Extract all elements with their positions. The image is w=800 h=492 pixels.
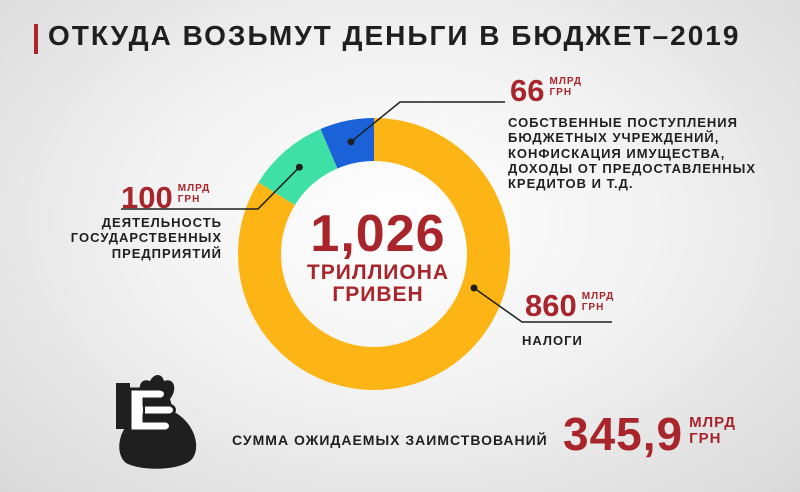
own-revenues-label-line3: КОНФИСКАЦИЯ ИМУЩЕСТВА, [508,145,726,161]
total-value: 1,026 [310,205,446,263]
own-revenues-unit-line2: ГРН [549,86,573,98]
taxes-leader-line [473,287,612,323]
borrowing-unit-line2: ГРН [689,429,722,447]
donut-slice-taxes [237,118,511,390]
own-revenues-amount: 66 МЛРД ГРН [510,75,582,106]
enterprises-label: ДЕЯТЕЛЬНОСТЬ ГОСУДАРСТВЕННЫХ ПРЕДПРИЯТИЙ [71,215,222,261]
borrowing-label: СУММА ОЖИДАЕМЫХ ЗАИМСТВОВАНИЙ [232,432,548,448]
taxes-unit-line1: МЛРД [581,291,615,302]
taxes-amount: 860 МЛРД ГРН [525,290,614,321]
total-unit-line2: ГРИВЕН [332,283,424,307]
own-revenues-label-line1: СОБСТВЕННЫЕ ПОСТУПЛЕНИЯ [508,115,738,130]
own-revenues-leader-line [350,101,505,143]
own-revenues-unit: МЛРД ГРН [549,76,582,98]
taxes-label: НАЛОГИ [522,333,583,348]
own-revenues-label-line4: ДОХОДЫ ОТ ПРЕДОСТАВЛЕННЫХ [508,160,757,176]
enterprises-label-line1: ДЕЯТЕЛЬНОСТЬ [101,215,222,230]
borrowing-amount: 345,9 МЛРД ГРН [563,411,736,457]
taxes-unit-line2: ГРН [581,301,605,313]
enterprises-label-line2: ГОСУДАРСТВЕННЫХ [70,230,222,246]
taxes-unit: МЛРД ГРН [581,291,615,313]
own-revenues-label-line2: БЮДЖЕТНЫХ УЧРЕЖДЕНИЙ, [508,130,720,146]
title-accent-bar [34,24,38,54]
taxes-label-line1: НАЛОГИ [522,333,583,348]
enterprises-amount: 100 МЛРД ГРН [121,182,210,213]
enterprises-leader-line [121,166,300,210]
borrowing-unit: МЛРД ГРН [689,415,736,447]
own-revenues-unit-line1: МЛРД [549,76,582,87]
enterprises-unit: МЛРД ГРН [177,183,211,205]
total-unit: ТРИЛЛИОНА ГРИВЕН [288,261,468,307]
enterprises-label-line3: ПРЕДПРИЯТИЙ [111,245,222,261]
enterprises-unit-line1: МЛРД [177,183,211,194]
enterprises-unit-line2: ГРН [177,193,201,205]
taxes-value: 860 [525,288,577,323]
page-title: ОТКУДА ВОЗЬМУТ ДЕНЬГИ В БЮДЖЕТ–2019 [48,20,741,51]
own-revenues-label: СОБСТВЕННЫЕ ПОСТУПЛЕНИЯ БЮДЖЕТНЫХ УЧРЕЖД… [508,115,756,192]
own-revenues-label-line5: КРЕДИТОВ И Т.Д. [508,176,634,192]
enterprises-value: 100 [121,180,173,215]
money-bag-in-hand-icon [116,375,197,469]
borrowing-value: 345,9 [563,408,684,460]
own-revenues-value: 66 [510,73,545,108]
borrowing-unit-line1: МЛРД [689,414,736,431]
donut-slice-own-revenues [320,118,374,169]
total-unit-line1: ТРИЛЛИОНА [306,261,450,284]
